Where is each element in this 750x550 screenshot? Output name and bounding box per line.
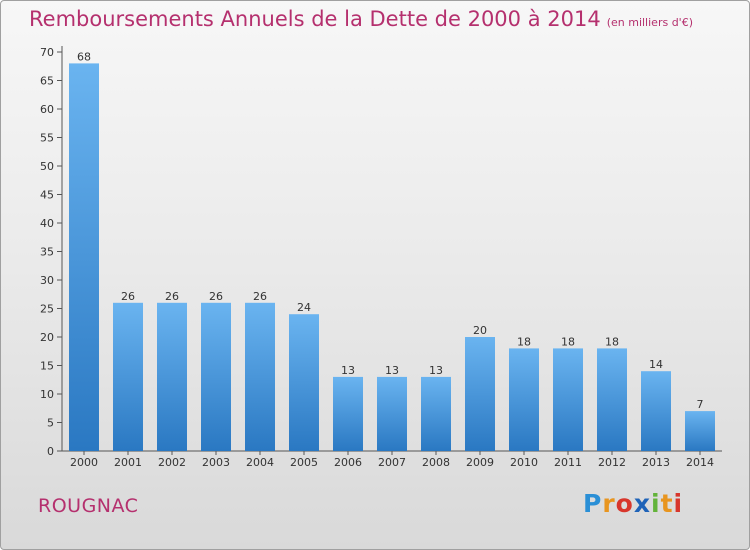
bar-value-label: 18 <box>561 335 575 348</box>
x-tick-label: 2007 <box>378 456 406 469</box>
bar-2001 <box>113 302 143 451</box>
bar-value-label: 13 <box>385 364 399 377</box>
x-tick-label: 2003 <box>202 456 230 469</box>
y-tick-label: 40 <box>40 217 54 230</box>
x-tick-label: 2011 <box>554 456 582 469</box>
y-tick-label: 65 <box>40 75 54 88</box>
bar-value-label: 68 <box>77 50 91 63</box>
x-tick-label: 2009 <box>466 456 494 469</box>
y-tick-label: 55 <box>40 132 54 145</box>
y-tick-label: 15 <box>40 360 54 373</box>
y-tick-label: 45 <box>40 189 54 202</box>
y-tick-label: 10 <box>40 388 54 401</box>
bar-2000 <box>69 63 99 452</box>
bar-value-label: 13 <box>341 364 355 377</box>
bar-value-label: 26 <box>253 290 267 303</box>
chart-title: Remboursements Annuels de la Dette de 20… <box>29 7 693 31</box>
bar-2004 <box>245 302 275 451</box>
y-tick-label: 50 <box>40 160 54 173</box>
bar-value-label: 7 <box>697 398 704 411</box>
bar-value-label: 26 <box>209 290 223 303</box>
bar-2014 <box>685 411 715 451</box>
bar-value-label: 13 <box>429 364 443 377</box>
y-tick-label: 35 <box>40 246 54 259</box>
bar-2012 <box>597 348 627 451</box>
commune-name: ROUGNAC <box>38 495 139 517</box>
bar-2009 <box>465 337 495 451</box>
bar-2005 <box>289 314 319 451</box>
bar-2013 <box>641 371 671 451</box>
bar-2003 <box>201 302 231 451</box>
bar-2008 <box>421 376 451 451</box>
y-tick-label: 30 <box>40 274 54 287</box>
x-tick-label: 2008 <box>422 456 450 469</box>
bar-value-label: 18 <box>517 335 531 348</box>
bar-value-label: 24 <box>297 301 311 314</box>
bar-value-label: 14 <box>649 358 663 371</box>
y-tick-label: 25 <box>40 303 54 316</box>
x-tick-label: 2005 <box>290 456 318 469</box>
x-tick-label: 2006 <box>334 456 362 469</box>
x-tick-label: 2001 <box>114 456 142 469</box>
bar-2010 <box>509 348 539 451</box>
x-tick-label: 2004 <box>246 456 274 469</box>
bar-value-label: 26 <box>165 290 179 303</box>
bar-value-label: 26 <box>121 290 135 303</box>
y-tick-label: 20 <box>40 331 54 344</box>
y-tick-label: 60 <box>40 103 54 116</box>
chart-unit: (en milliers d'€) <box>606 16 693 29</box>
y-tick-label: 0 <box>47 445 54 458</box>
bar-value-label: 20 <box>473 324 487 337</box>
y-tick-label: 5 <box>47 417 54 430</box>
x-tick-label: 2000 <box>70 456 98 469</box>
bar-value-label: 18 <box>605 335 619 348</box>
bar-2007 <box>377 376 407 451</box>
bar-2006 <box>333 376 363 451</box>
x-tick-label: 2012 <box>598 456 626 469</box>
bar-2011 <box>553 348 583 451</box>
y-tick-label: 70 <box>40 46 54 59</box>
proxiti-logo: Proxiti <box>583 489 684 518</box>
x-tick-label: 2013 <box>642 456 670 469</box>
bar-2002 <box>157 302 187 451</box>
chart-title-text: Remboursements Annuels de la Dette de 20… <box>29 7 601 31</box>
x-tick-label: 2010 <box>510 456 538 469</box>
x-tick-label: 2014 <box>686 456 714 469</box>
x-tick-label: 2002 <box>158 456 186 469</box>
